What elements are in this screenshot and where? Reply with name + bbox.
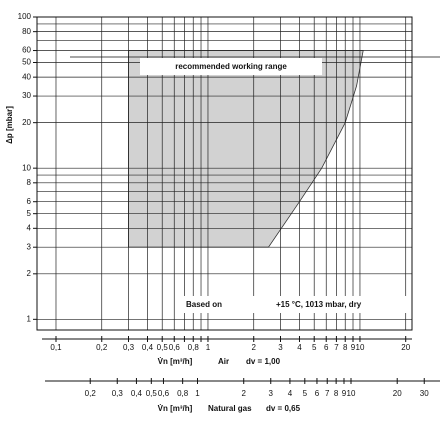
x2-tick-label: 0,3: [112, 389, 124, 398]
x-tick-label: 3: [278, 343, 283, 352]
plot-frame: [36, 16, 413, 331]
y-tick-label: 5: [27, 209, 32, 218]
y-tick-label: 20: [22, 118, 31, 127]
x-tick-label: 0,8: [188, 343, 200, 352]
y-tick-label: 10: [22, 163, 31, 172]
x-series-name: Air: [218, 357, 229, 366]
x-tick-label: 5: [312, 343, 317, 352]
x2-tick-label: 7: [325, 389, 330, 398]
y-tick-label: 80: [22, 27, 31, 36]
x2-tick-label: 0,4: [131, 389, 143, 398]
x2-tick-label: 3: [269, 389, 274, 398]
y-axis-label: Δp [mbar]: [5, 106, 14, 144]
y-tick-label: 60: [22, 46, 31, 55]
y-tick-label: 100: [18, 12, 32, 21]
x-tick-label: 4: [297, 343, 302, 352]
y-tick-label: 1: [27, 314, 32, 323]
x2-tick-label: 0,6: [158, 389, 170, 398]
x-tick-label: 0,2: [96, 343, 108, 352]
y-tick-label: 2: [27, 269, 32, 278]
x2-tick-label: 10: [347, 389, 356, 398]
x-tick-label: 20: [401, 343, 410, 352]
x2-tick-label: 20: [393, 389, 402, 398]
x-tick-label: 0,3: [123, 343, 135, 352]
x-note: dv = 1,00: [246, 357, 281, 366]
y-tick-label: 3: [27, 242, 32, 251]
x2-tick-label: 1: [195, 389, 200, 398]
y-tick-label: 8: [27, 178, 32, 187]
x-axis-label: V̇n [m³/h]: [158, 357, 193, 366]
x-tick-label: 8: [343, 343, 348, 352]
x2-tick-label: 5: [303, 389, 308, 398]
x2-tick-label: 0,5: [146, 389, 158, 398]
x2-note: dv = 0,65: [266, 404, 301, 413]
x-tick-label: 0,6: [169, 343, 181, 352]
x-tick-label: 0,4: [142, 343, 154, 352]
x2-tick-label: 9: [342, 389, 347, 398]
x2-series-name: Natural gas: [208, 404, 252, 413]
x2-tick-label: 2: [241, 389, 246, 398]
x-tick-label: 0,1: [50, 343, 62, 352]
y-tick-label: 50: [22, 58, 31, 67]
x-tick-label: 9: [351, 343, 356, 352]
annotation: +15 °C, 1013 mbar, dry: [276, 300, 362, 309]
label-box: [140, 58, 322, 75]
x2-tick-label: 8: [334, 389, 339, 398]
y-tick-label: 4: [27, 223, 32, 232]
x-tick-label: 1: [206, 343, 211, 352]
x2-tick-label: 6: [315, 389, 320, 398]
x-tick-label: 7: [334, 343, 339, 352]
y-tick-label: 30: [22, 91, 31, 100]
x-tick-label: 2: [251, 343, 256, 352]
y-tick-label: 6: [27, 197, 32, 206]
x2-tick-label: 30: [420, 389, 429, 398]
x-tick-label: 10: [356, 343, 365, 352]
region-label: recommended working range: [175, 62, 287, 71]
x2-axis-label: V̇n [m³/h]: [158, 404, 193, 413]
x2-tick-label: 0,8: [177, 389, 189, 398]
x-tick-label: 6: [324, 343, 329, 352]
annotation: Based on: [186, 300, 222, 309]
x-tick-label: 0,5: [157, 343, 169, 352]
x2-tick-label: 4: [288, 389, 293, 398]
x2-tick-label: 0,2: [85, 389, 97, 398]
note-box: [182, 296, 410, 313]
y-tick-label: 40: [22, 72, 31, 81]
